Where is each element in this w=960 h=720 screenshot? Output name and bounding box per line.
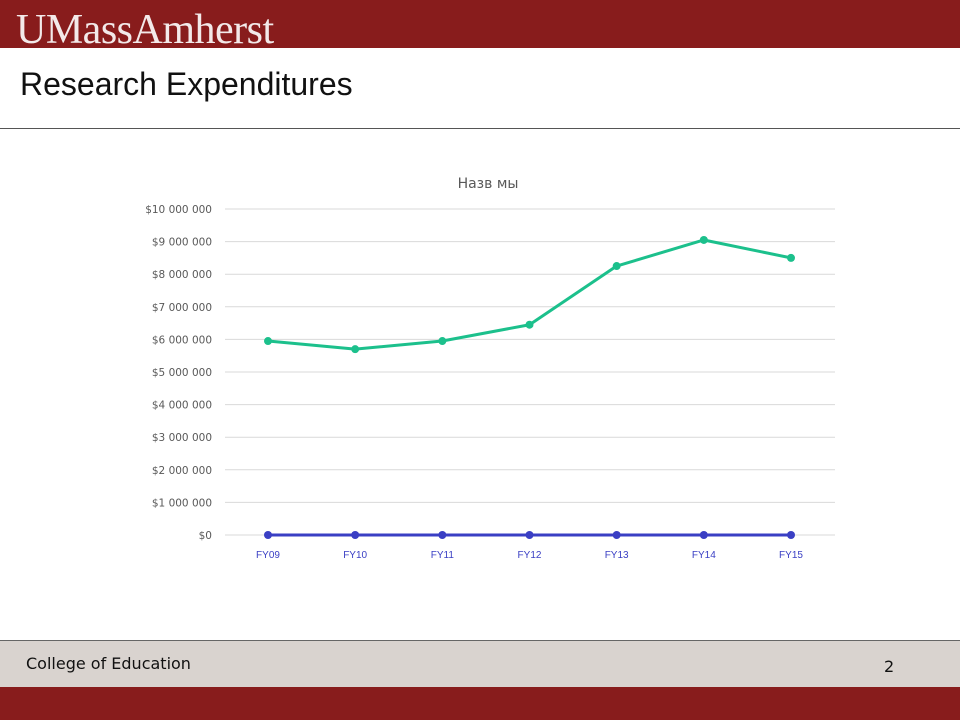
- data-point: [264, 337, 272, 346]
- y-tick-label: $0: [199, 530, 212, 542]
- data-point: [525, 531, 534, 539]
- data-point: [264, 531, 272, 539]
- y-tick-label: $3 000 000: [152, 432, 212, 444]
- data-point: [699, 531, 708, 539]
- chart-title: Назв мы: [458, 176, 519, 192]
- college-name: College of Education: [26, 654, 191, 673]
- header-bar: UMassAmherst: [0, 0, 960, 53]
- bottom-bar: [0, 687, 960, 720]
- y-tick-label: $6 000 000: [152, 334, 212, 346]
- data-point: [787, 531, 795, 539]
- x-tick-label: FY15: [779, 550, 803, 561]
- umass-logo: UMassAmherst: [16, 7, 274, 53]
- x-tick-label: FY09: [256, 550, 280, 561]
- data-point: [438, 337, 447, 346]
- data-point: [787, 253, 795, 262]
- data-point: [612, 262, 621, 271]
- x-tick-label: FY11: [431, 550, 455, 561]
- y-tick-label: $5 000 000: [152, 367, 212, 379]
- y-tick-label: $7 000 000: [152, 302, 212, 314]
- title-band: Research Expenditures: [0, 48, 960, 129]
- page-title: Research Expenditures: [20, 66, 353, 102]
- chart-area: Назв мы $0 $1 000 000 $2 000 000 $3 000 000 $…: [0, 129, 960, 639]
- data-point: [699, 235, 708, 244]
- y-tick-label: $4 000 000: [152, 400, 212, 412]
- data-point: [525, 320, 534, 329]
- footer-bar: College of Education 2: [0, 640, 960, 688]
- line-chart: Назв мы $0 $1 000 000 $2 000 000 $3 000 000 $…: [145, 176, 835, 561]
- y-tick-label: $8 000 000: [152, 269, 212, 281]
- x-tick-label: FY13: [605, 550, 629, 561]
- data-point: [351, 345, 360, 354]
- x-tick-label: FY10: [343, 550, 367, 561]
- y-tick-label: $1 000 000: [152, 497, 212, 509]
- x-tick-label: FY14: [692, 550, 716, 561]
- y-tick-label: $10 000 000: [145, 204, 212, 216]
- page-number: 2: [884, 657, 895, 676]
- y-tick-label: $2 000 000: [152, 465, 212, 477]
- y-tick-label: $9 000 000: [152, 237, 212, 249]
- x-tick-label: FY12: [518, 550, 542, 561]
- data-point: [438, 531, 447, 539]
- series-line: [267, 238, 792, 351]
- data-point: [351, 531, 360, 539]
- data-point: [612, 531, 621, 539]
